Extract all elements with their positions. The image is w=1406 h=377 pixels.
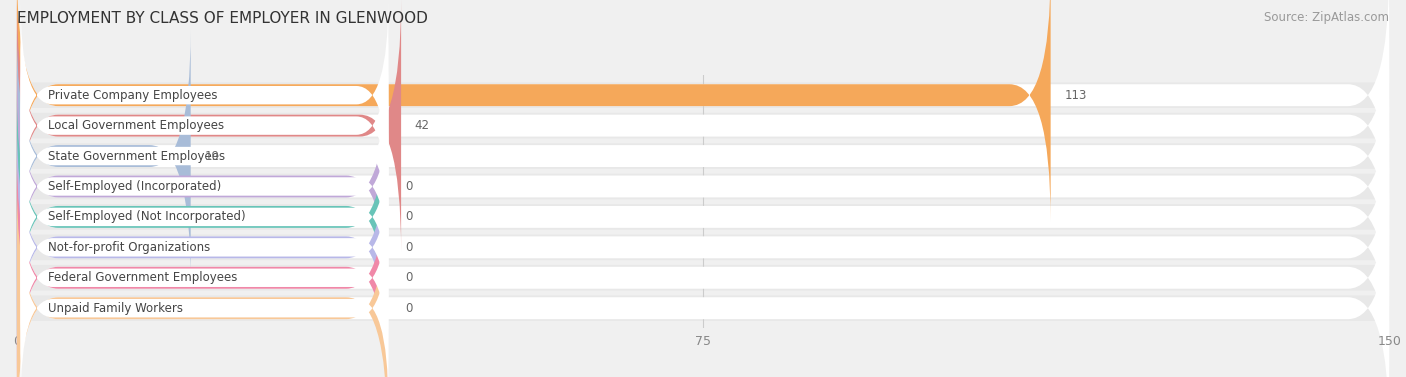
FancyBboxPatch shape — [17, 174, 1389, 199]
FancyBboxPatch shape — [17, 113, 1389, 138]
Text: 0: 0 — [406, 241, 413, 254]
FancyBboxPatch shape — [21, 0, 388, 193]
FancyBboxPatch shape — [17, 0, 1050, 221]
FancyBboxPatch shape — [17, 121, 388, 373]
Text: 0: 0 — [406, 180, 413, 193]
FancyBboxPatch shape — [17, 60, 388, 313]
Text: Source: ZipAtlas.com: Source: ZipAtlas.com — [1264, 11, 1389, 24]
FancyBboxPatch shape — [17, 30, 191, 282]
FancyBboxPatch shape — [17, 60, 1389, 313]
FancyBboxPatch shape — [17, 121, 1389, 373]
Text: State Government Employees: State Government Employees — [48, 150, 225, 162]
FancyBboxPatch shape — [17, 296, 1389, 321]
FancyBboxPatch shape — [17, 265, 1389, 291]
FancyBboxPatch shape — [17, 152, 388, 377]
Text: 0: 0 — [406, 271, 413, 284]
FancyBboxPatch shape — [21, 28, 388, 223]
FancyBboxPatch shape — [21, 181, 388, 375]
Text: EMPLOYMENT BY CLASS OF EMPLOYER IN GLENWOOD: EMPLOYMENT BY CLASS OF EMPLOYER IN GLENW… — [17, 11, 427, 26]
FancyBboxPatch shape — [17, 83, 1389, 108]
Text: 19: 19 — [204, 150, 219, 162]
FancyBboxPatch shape — [17, 143, 1389, 169]
FancyBboxPatch shape — [17, 91, 388, 343]
FancyBboxPatch shape — [17, 30, 1389, 282]
Text: 0: 0 — [406, 210, 413, 224]
FancyBboxPatch shape — [21, 89, 388, 284]
FancyBboxPatch shape — [17, 234, 1389, 260]
FancyBboxPatch shape — [17, 0, 1389, 251]
FancyBboxPatch shape — [17, 0, 401, 251]
FancyBboxPatch shape — [21, 120, 388, 314]
FancyBboxPatch shape — [17, 91, 1389, 343]
FancyBboxPatch shape — [21, 150, 388, 345]
Text: Federal Government Employees: Federal Government Employees — [48, 271, 238, 284]
Text: Self-Employed (Incorporated): Self-Employed (Incorporated) — [48, 180, 221, 193]
FancyBboxPatch shape — [17, 182, 388, 377]
Text: Private Company Employees: Private Company Employees — [48, 89, 218, 102]
Text: Local Government Employees: Local Government Employees — [48, 119, 224, 132]
FancyBboxPatch shape — [21, 59, 388, 253]
Text: 0: 0 — [406, 302, 413, 315]
FancyBboxPatch shape — [17, 152, 1389, 377]
FancyBboxPatch shape — [21, 211, 388, 377]
Text: Unpaid Family Workers: Unpaid Family Workers — [48, 302, 183, 315]
Text: Not-for-profit Organizations: Not-for-profit Organizations — [48, 241, 209, 254]
FancyBboxPatch shape — [17, 182, 1389, 377]
Text: 42: 42 — [415, 119, 430, 132]
Text: Self-Employed (Not Incorporated): Self-Employed (Not Incorporated) — [48, 210, 246, 224]
Text: 113: 113 — [1064, 89, 1087, 102]
FancyBboxPatch shape — [17, 0, 1389, 221]
FancyBboxPatch shape — [17, 204, 1389, 230]
